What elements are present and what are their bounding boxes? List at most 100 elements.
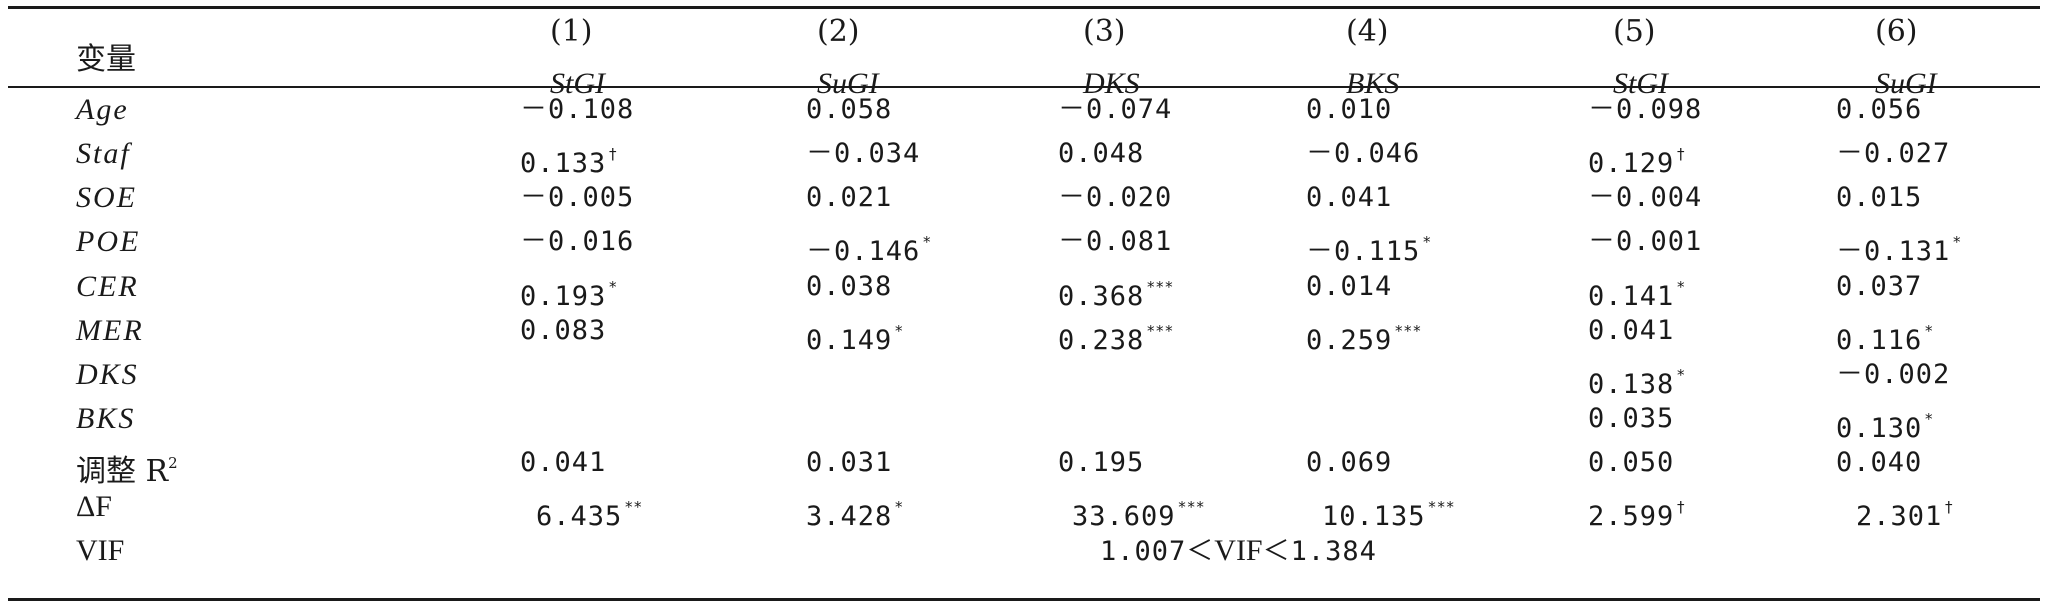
- table-cell: 0.058: [806, 90, 892, 130]
- table-cell: 6.435 **: [536, 487, 642, 537]
- column-number: (3): [1083, 14, 1126, 49]
- cell-value: 2.599: [1588, 501, 1675, 532]
- table-cell: －0.001: [1588, 222, 1702, 262]
- cell-value: －0.005: [520, 182, 635, 213]
- cell-value: 0.133: [520, 148, 607, 179]
- table-cell: 0.041: [1306, 178, 1392, 218]
- table-cell: －0.020: [1058, 178, 1172, 218]
- row-label: CER: [76, 270, 139, 303]
- significance-mark: *: [1676, 278, 1686, 296]
- cell-value: 0.259: [1306, 325, 1393, 356]
- cell-value: －0.016: [520, 226, 635, 257]
- cell-value: 0.035: [1588, 403, 1675, 434]
- cell-value: 0.038: [806, 271, 893, 302]
- table-cell: 0.035: [1588, 399, 1674, 439]
- cell-value: －0.001: [1588, 226, 1703, 257]
- cell-value: 0.041: [1306, 182, 1393, 213]
- table-cell: 0.149 *: [806, 311, 903, 361]
- table-cell: 0.056: [1836, 90, 1922, 130]
- table-cell: 0.037: [1836, 267, 1922, 307]
- row-label: Staf: [76, 137, 131, 170]
- table-cell: 0.116 *: [1836, 311, 1933, 361]
- cell-value: 0.193: [520, 281, 607, 312]
- cell-value: 0.048: [1058, 138, 1145, 169]
- cell-value: 0.014: [1306, 271, 1393, 302]
- table-cell: 0.130 *: [1836, 399, 1933, 449]
- cell-value: －0.074: [1058, 94, 1173, 125]
- significance-mark: †: [1676, 498, 1686, 516]
- table-cell: 3.428 *: [806, 487, 903, 537]
- table-cell: －0.081: [1058, 222, 1172, 262]
- cell-value: －0.081: [1058, 226, 1173, 257]
- table-cell: 33.609 ***: [1072, 487, 1205, 537]
- significance-mark: *: [1924, 410, 1934, 428]
- column-number: (1): [550, 14, 593, 49]
- table-cell: 0.259 ***: [1306, 311, 1421, 361]
- table-cell: 0.041: [520, 447, 607, 478]
- table-cell: －0.004: [1588, 178, 1702, 218]
- significance-mark: ***: [1394, 322, 1422, 340]
- table-cell: －0.098: [1588, 90, 1702, 130]
- table-cell: 10.135 ***: [1322, 487, 1455, 537]
- table-cell: －0.016: [520, 222, 634, 262]
- cell-value: 0.141: [1588, 281, 1675, 312]
- adj-r2-label: 调整 R: [76, 454, 169, 489]
- table-cell: 0.238 ***: [1058, 311, 1173, 361]
- significance-mark: †: [1676, 145, 1686, 163]
- significance-mark: ***: [1427, 498, 1455, 516]
- bottom-rule: [8, 598, 2040, 601]
- cell-value: －0.098: [1588, 94, 1703, 125]
- significance-mark: ***: [1146, 278, 1174, 296]
- significance-mark: *: [1676, 366, 1686, 384]
- cell-value: 10.135: [1322, 501, 1426, 532]
- column-number: (6): [1875, 14, 1918, 49]
- table-cell: 0.129 †: [1588, 134, 1685, 184]
- table-cell: 0.010: [1306, 90, 1392, 130]
- cell-value: 33.609: [1072, 501, 1176, 532]
- table-cell: 0.069: [1306, 447, 1393, 478]
- table-cell: －0.034: [806, 134, 920, 174]
- significance-mark: *: [922, 233, 932, 251]
- table-cell: 0.368 ***: [1058, 267, 1173, 317]
- table-cell: 0.014: [1306, 267, 1392, 307]
- table-cell: －0.027: [1836, 134, 1950, 174]
- column-name: StGI: [550, 67, 605, 100]
- table-cell: 2.301 †: [1856, 487, 1953, 537]
- significance-mark: **: [624, 498, 643, 516]
- table-cell: －0.146 *: [806, 222, 931, 272]
- cell-value: 0.041: [1588, 315, 1675, 346]
- table-cell: 2.599 †: [1588, 487, 1685, 537]
- table-cell: －0.002: [1836, 355, 1950, 395]
- cell-value: 0.083: [520, 315, 607, 346]
- significance-mark: *: [894, 498, 904, 516]
- vif-upper: ＜1.384: [1262, 536, 1377, 567]
- column-name: SuGI: [1875, 67, 1937, 100]
- cell-value: －0.002: [1836, 359, 1951, 390]
- cell-value: 6.435: [536, 501, 623, 532]
- cell-value: －0.131: [1836, 236, 1951, 267]
- variable-header: 变量: [76, 42, 136, 77]
- cell-value: 0.129: [1588, 148, 1675, 179]
- row-label-vif: VIF: [76, 534, 125, 567]
- significance-mark: *: [608, 278, 618, 296]
- cell-value: 0.116: [1836, 325, 1923, 356]
- significance-mark: †: [608, 145, 618, 163]
- table-cell: 0.015: [1836, 178, 1922, 218]
- significance-mark: ***: [1146, 322, 1174, 340]
- table-cell: 0.195: [1058, 447, 1145, 478]
- cell-value: －0.034: [806, 138, 921, 169]
- table-cell: 0.021: [806, 178, 892, 218]
- table-cell: －0.131 *: [1836, 222, 1961, 272]
- vif-symbol: VIF: [1214, 534, 1263, 567]
- cell-value: 0.010: [1306, 94, 1393, 125]
- table-cell: 0.141 *: [1588, 267, 1685, 317]
- cell-value: －0.020: [1058, 182, 1173, 213]
- significance-mark: ***: [1177, 498, 1205, 516]
- column-name: StGI: [1613, 67, 1668, 100]
- column-number: (2): [817, 14, 860, 49]
- table-cell: 0.050: [1588, 447, 1675, 478]
- significance-mark: †: [1944, 498, 1954, 516]
- row-label: POE: [76, 225, 141, 258]
- table-cell: 0.193 *: [520, 267, 617, 317]
- significance-mark: *: [1422, 233, 1432, 251]
